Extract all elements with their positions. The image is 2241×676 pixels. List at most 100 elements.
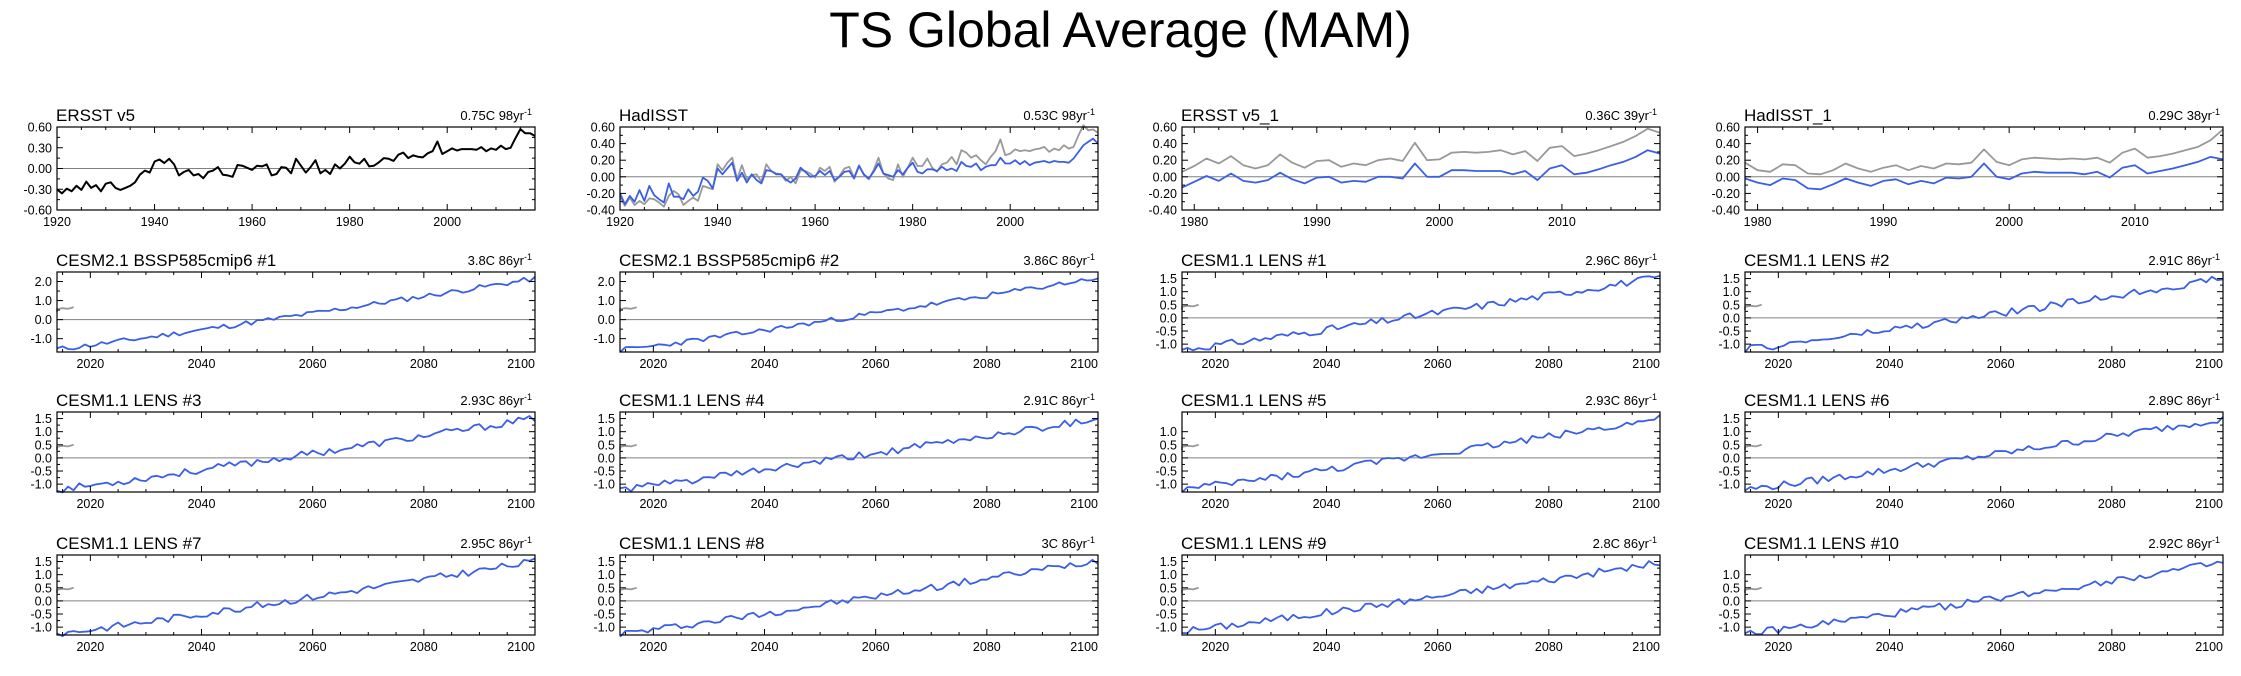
series-line-2: [1744, 275, 2224, 353]
x-tick-label: 2100: [1632, 497, 1660, 511]
y-tick-label: -0.5: [1718, 325, 1740, 339]
panel-trend: 3C 86yr-1: [1041, 535, 1095, 551]
series-line-2: [56, 415, 536, 494]
plot-frame: [619, 271, 1099, 353]
panel-trend: 0.75C 98yr-1: [460, 107, 532, 123]
panel-15: CESM1.1 LENS #9 2.8C 86yr-1 2020 2040 2060 20…: [1155, 534, 1661, 654]
plot-frame: [1744, 411, 2224, 493]
x-tick-label: 2060: [862, 357, 890, 371]
series-line-2: [1181, 560, 1661, 635]
panel-trend: 2.93C 86yr-1: [1585, 392, 1657, 408]
y-tick-label: 0.5: [1160, 298, 1177, 312]
panel-title: ERSST v5: [56, 106, 135, 125]
y-tick-label: -0.5: [1155, 465, 1177, 479]
panel-title: HadISST_1: [1744, 106, 1832, 125]
y-tick-label: 0.0: [1723, 594, 1740, 608]
plot-frame: [619, 554, 1099, 636]
panel-9: CESM1.1 LENS #3 2.93C 86yr-1 2020 2040 2060 2…: [30, 391, 536, 511]
plot-frame: [1744, 271, 2224, 353]
x-tick-label: 2000: [433, 215, 461, 229]
y-tick-label: 1.0: [35, 568, 52, 582]
x-tick-label: 2040: [188, 640, 216, 654]
x-tick-label: 2060: [862, 640, 890, 654]
series-line-1: [1744, 586, 1762, 593]
panel-3: ERSST v5_1 0.36C 39yr-1 1980 1990 2000 2010 0.…: [1149, 106, 1661, 229]
y-tick-label: -0.20: [587, 187, 616, 201]
y-tick-label: 1.0: [1160, 568, 1177, 582]
x-tick-label: 2060: [1987, 357, 2015, 371]
x-tick-label: 2020: [639, 497, 667, 511]
y-tick-label: -1.0: [593, 332, 615, 346]
x-tick-label: 2010: [2121, 215, 2149, 229]
x-tick-label: 2080: [1535, 640, 1563, 654]
y-tick-label: 0.0: [598, 451, 615, 465]
y-tick-label: 0.5: [1723, 581, 1740, 595]
panel-12: CESM1.1 LENS #6 2.89C 86yr-1 2020 2040 2060 2…: [1718, 391, 2224, 511]
series-line-1: [1744, 443, 1762, 450]
plot-frame: [1181, 411, 1661, 493]
y-tick-label: -1.0: [593, 621, 615, 635]
x-tick-label: 2060: [1424, 357, 1452, 371]
x-tick-label: 2040: [1313, 640, 1341, 654]
y-tick-label: 0.00: [591, 170, 615, 184]
y-tick-label: -1.0: [1718, 338, 1740, 352]
x-tick-label: 2040: [751, 357, 779, 371]
series-line-2: [1181, 414, 1661, 493]
panel-title: CESM1.1 LENS #5: [1181, 391, 1327, 410]
x-tick-label: 2060: [1424, 497, 1452, 511]
x-tick-label: 1990: [1869, 215, 1897, 229]
x-tick-label: 2040: [1313, 497, 1341, 511]
y-tick-label: 1.0: [598, 568, 615, 582]
x-tick-label: 1980: [1744, 215, 1772, 229]
y-tick-label: -0.5: [30, 608, 52, 622]
y-tick-label: -0.5: [1718, 465, 1740, 479]
x-tick-label: 2080: [973, 357, 1001, 371]
y-tick-label: 0.40: [591, 137, 615, 151]
y-tick-label: 0.0: [1723, 451, 1740, 465]
y-tick-label: 2.0: [35, 275, 52, 289]
y-tick-label: 0.0: [35, 594, 52, 608]
x-tick-label: 2080: [410, 640, 438, 654]
panel-13: CESM1.1 LENS #7 2.95C 86yr-1 2020 2040 2060 2…: [30, 534, 536, 654]
x-tick-label: 2080: [973, 640, 1001, 654]
x-tick-label: 2040: [751, 640, 779, 654]
x-tick-label: 2020: [76, 640, 104, 654]
series-line-2: [56, 557, 536, 637]
panel-title: CESM1.1 LENS #9: [1181, 534, 1327, 553]
y-tick-label: -0.5: [593, 608, 615, 622]
x-tick-label: 2100: [1070, 357, 1098, 371]
y-tick-label: -1.0: [30, 478, 52, 492]
y-tick-label: 0.00: [1716, 170, 1740, 184]
x-tick-label: 2020: [1201, 640, 1229, 654]
y-tick-label: 0.5: [35, 581, 52, 595]
y-tick-label: 0.5: [1723, 438, 1740, 452]
y-tick-label: 1.5: [35, 412, 52, 426]
panel-title: CESM1.1 LENS #6: [1744, 391, 1890, 410]
y-tick-label: 0.0: [1160, 311, 1177, 325]
panel-6: CESM2.1 BSSP585cmip6 #2 3.86C 86yr-1 2020 2…: [593, 251, 1099, 371]
x-tick-label: 1920: [606, 215, 634, 229]
x-tick-label: 2080: [1535, 357, 1563, 371]
x-tick-label: 2020: [639, 640, 667, 654]
x-tick-label: 2000: [1995, 215, 2023, 229]
series-line-1: [619, 443, 637, 450]
x-tick-label: 2040: [1876, 357, 1904, 371]
y-tick-label: 0.5: [598, 581, 615, 595]
panel-trend: 2.89C 86yr-1: [2148, 392, 2220, 408]
series-line-2: [1744, 155, 2224, 191]
y-tick-label: -1.0: [593, 478, 615, 492]
panel-trend: 3.8C 86yr-1: [468, 252, 532, 268]
y-tick-label: -0.60: [24, 204, 53, 218]
x-tick-label: 2100: [507, 357, 535, 371]
series-line-1: [619, 586, 637, 593]
panel-2: HadISST 0.53C 98yr-1 1920 1940 1960 1980 2000 0…: [587, 106, 1099, 229]
x-tick-label: 2100: [507, 640, 535, 654]
y-tick-label: -1.0: [1155, 621, 1177, 635]
y-tick-label: 0.0: [35, 313, 52, 327]
panel-7: CESM1.1 LENS #1 2.96C 86yr-1 2020 2040 2060 2…: [1155, 251, 1661, 371]
x-tick-label: 2060: [1987, 640, 2015, 654]
panel-trend: 2.92C 86yr-1: [2148, 535, 2220, 551]
panel-5: CESM2.1 BSSP585cmip6 #1 3.8C 86yr-1 2020 20…: [30, 251, 536, 371]
plot-frame: [1181, 271, 1661, 353]
series-line-2: [619, 558, 1099, 638]
